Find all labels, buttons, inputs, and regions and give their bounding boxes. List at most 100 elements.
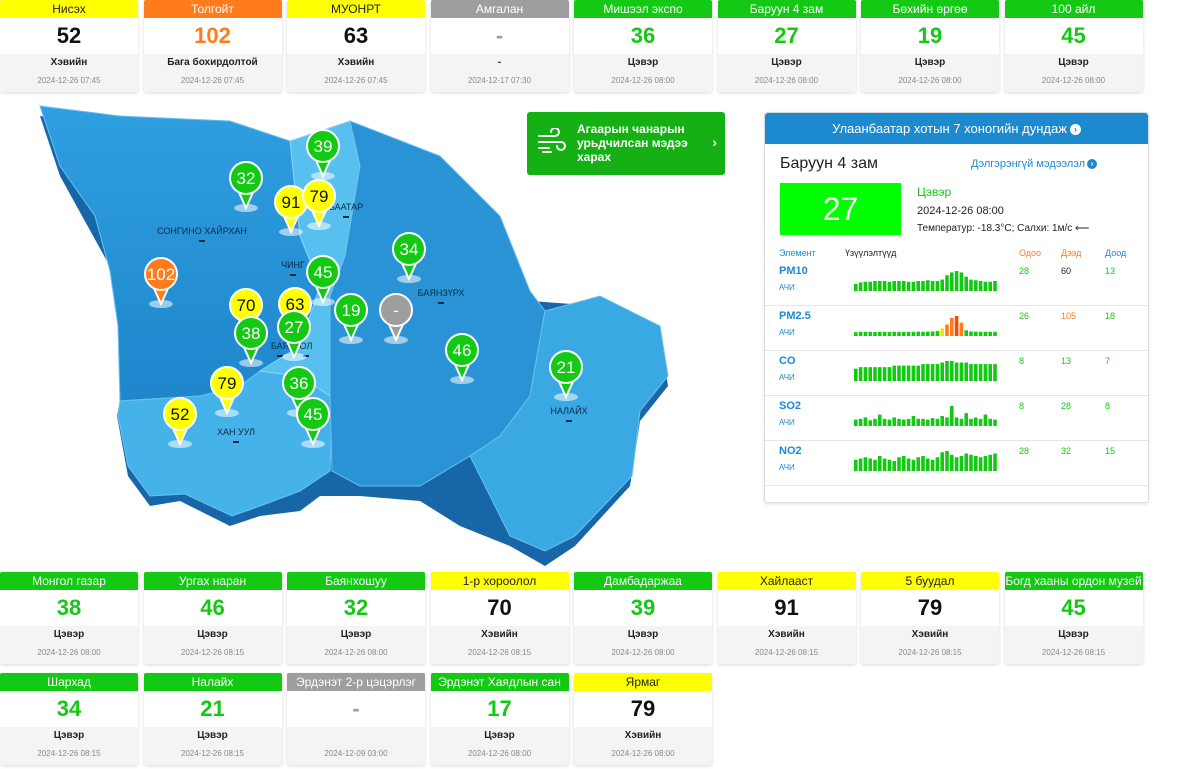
weather-text: Температур: -18.3°C; Салхи: 1м/с: [917, 223, 1073, 234]
sparkline-bar: [978, 457, 983, 471]
station-card[interactable]: Мишээл экспо 36 Цэвэр 2024-12-26 08:00: [574, 0, 712, 92]
map-pin[interactable]: 45: [296, 397, 330, 448]
sparkline-bar: [974, 364, 978, 381]
sparkline-bar: [921, 281, 925, 291]
pin-circle: [296, 397, 330, 431]
sparkline-bar: [882, 367, 887, 381]
pollutant-max: 13: [1061, 356, 1072, 366]
pollutant-row[interactable]: PM10 АЧИ 28 60 13: [765, 261, 1148, 306]
station-card[interactable]: МУОНРТ 63 Хэвийн 2024-12-26 07:45: [287, 0, 425, 92]
pollutant-sparkline: [854, 271, 997, 291]
sparkline-bar: [882, 458, 887, 471]
station-level: Хэвийн: [574, 727, 712, 747]
sparkline-bar: [945, 275, 949, 291]
station-level: Цэвэр: [717, 54, 856, 74]
sparkline-bar: [921, 331, 925, 336]
col-indicators: Үзүүлэлтүүд: [845, 248, 897, 258]
district-nalaikh[interactable]: [469, 295, 669, 552]
station-card[interactable]: 100 айл 45 Цэвэр 2024-12-26 08:00: [1004, 0, 1143, 92]
station-card[interactable]: Нисэх 52 Хэвийн 2024-12-26 07:45: [0, 0, 138, 92]
sparkline-bar: [878, 331, 882, 336]
map-pin[interactable]: 19: [334, 293, 368, 344]
map-pin[interactable]: 45: [306, 255, 340, 306]
sparkline-bar: [978, 364, 983, 381]
sparkline-bar: [863, 457, 868, 471]
station-card[interactable]: Хайлааст 91 Хэвийн 2024-12-26 08:15: [717, 572, 856, 664]
map-pin[interactable]: 34: [392, 232, 426, 283]
station-card[interactable]: Ярмаг 79 Хэвийн 2024-12-26 08:00: [574, 673, 712, 765]
map-pin[interactable]: 32: [229, 161, 263, 212]
pollutant-row[interactable]: SO2 АЧИ 8 28 8: [765, 396, 1148, 441]
station-card[interactable]: Шархад 34 Цэвэр 2024-12-26 08:15: [0, 673, 138, 765]
station-card[interactable]: Эрдэнэт Хаядлын сан 17 Цэвэр 2024-12-26 08:…: [430, 673, 569, 765]
sparkline-bar: [906, 281, 911, 291]
station-name: Баруун 4 зам: [717, 0, 856, 18]
map-pin[interactable]: 79: [210, 366, 244, 417]
station-card[interactable]: Монгол газар 38 Цэвэр 2024-12-26 08:00: [0, 572, 138, 664]
pin-value: 70: [237, 296, 256, 315]
sparkline-bar: [911, 281, 916, 291]
district-marker: [277, 355, 283, 357]
station-card[interactable]: 5 буудал 79 Хэвийн 2024-12-26 08:15: [861, 572, 999, 664]
sparkline-bar: [897, 331, 901, 336]
pin-circle: [445, 333, 479, 367]
sparkline-bar: [974, 331, 978, 336]
sparkline-bar: [911, 365, 916, 381]
station-card[interactable]: Баруун 4 зам 27 Цэвэр 2024-12-26 08:00: [717, 0, 856, 92]
sparkline-bar: [983, 281, 988, 291]
station-card[interactable]: Амгалан - -2024-12-17 07:30: [430, 0, 569, 92]
station-card[interactable]: Богд хааны ордон музей 45 Цэвэр 2024-12-26 …: [1004, 572, 1143, 664]
station-card[interactable]: Баянхошуу 32 Цэвэр 2024-12-26 08:00: [287, 572, 425, 664]
station-card[interactable]: 1-р хороолол 70 Хэвийн 2024-12-26 08:15: [430, 572, 569, 664]
pollutant-sparkline: [854, 406, 997, 426]
sparkline-bar: [911, 331, 916, 336]
map-pin[interactable]: 52: [163, 397, 197, 448]
more-info-link[interactable]: Дэлгэрэнгүй мэдээлэл ›: [971, 158, 1098, 170]
chevron-circle-icon: ›: [1069, 124, 1081, 136]
sparkline-bar: [902, 281, 906, 291]
sparkline-bar: [959, 362, 964, 381]
map-pin[interactable]: 27: [277, 310, 311, 361]
sparkline-bar: [969, 418, 973, 426]
station-time: 2024-12-26 07:45: [143, 74, 282, 92]
map-pin[interactable]: 46: [445, 333, 479, 384]
sparkline-bar: [868, 281, 872, 291]
sparkline-bar: [887, 367, 892, 381]
station-card[interactable]: Эрдэнэт 2-р цэцэрлэг - 2024-12-09 03:00: [287, 673, 425, 765]
station-card[interactable]: Дамбадаржаа 39 Цэвэр 2024-12-26 08:00: [574, 572, 712, 664]
sparkline-bar: [988, 418, 992, 426]
station-card[interactable]: Ургах наран 46 Цэвэр 2024-12-26 08:15: [143, 572, 282, 664]
map-pin[interactable]: 91: [274, 185, 308, 236]
sparkline-bar: [954, 417, 959, 426]
map-pin[interactable]: 79: [302, 179, 336, 230]
sparkline-bar: [878, 367, 882, 381]
sparkline-bar: [950, 454, 954, 471]
pollutant-now: 8: [1019, 401, 1025, 411]
pollutant-row[interactable]: NO2 АЧИ 28 32 15: [765, 441, 1148, 486]
weekly-average-header[interactable]: Улаанбаатар хотын 7 хоногийн дундаж ›: [765, 113, 1148, 144]
sparkline-bar: [911, 459, 916, 471]
sparkline-bar: [858, 418, 863, 426]
map-pin[interactable]: 21: [549, 350, 583, 401]
station-time: 2024-12-26 08:15: [861, 646, 999, 664]
sparkline-bar: [993, 281, 997, 291]
sparkline-bar: [926, 419, 930, 426]
pollutant-row[interactable]: PM2.5 АЧИ 26 105 18: [765, 306, 1148, 351]
sparkline-bar: [940, 452, 944, 471]
station-card[interactable]: Налайх 21 Цэвэр 2024-12-26 08:15: [143, 673, 282, 765]
sparkline-bar: [868, 458, 872, 471]
pollutant-row[interactable]: CO АЧИ 8 13 7: [765, 351, 1148, 396]
station-card[interactable]: Бөхийн өргөө 19 Цэвэр 2024-12-26 08:00: [861, 0, 999, 92]
map-pin[interactable]: 102: [144, 257, 178, 308]
sparkline-bar: [916, 418, 920, 426]
sparkline-bar: [988, 454, 992, 471]
sparkline-bar: [868, 367, 872, 381]
sparkline-bar: [940, 279, 944, 291]
map-pin[interactable]: 39: [306, 129, 340, 180]
map-pin[interactable]: 38: [234, 316, 268, 367]
station-card[interactable]: Толгойт 102 Бага бохирдолтой 2024-12-26 07:…: [143, 0, 282, 92]
map-pin[interactable]: -: [379, 293, 413, 344]
sparkline-bar: [950, 317, 954, 336]
forecast-button[interactable]: Агаарын чанарын урьдчилсан мэдээ харах ›: [527, 112, 725, 175]
pin-value: 46: [453, 341, 472, 360]
